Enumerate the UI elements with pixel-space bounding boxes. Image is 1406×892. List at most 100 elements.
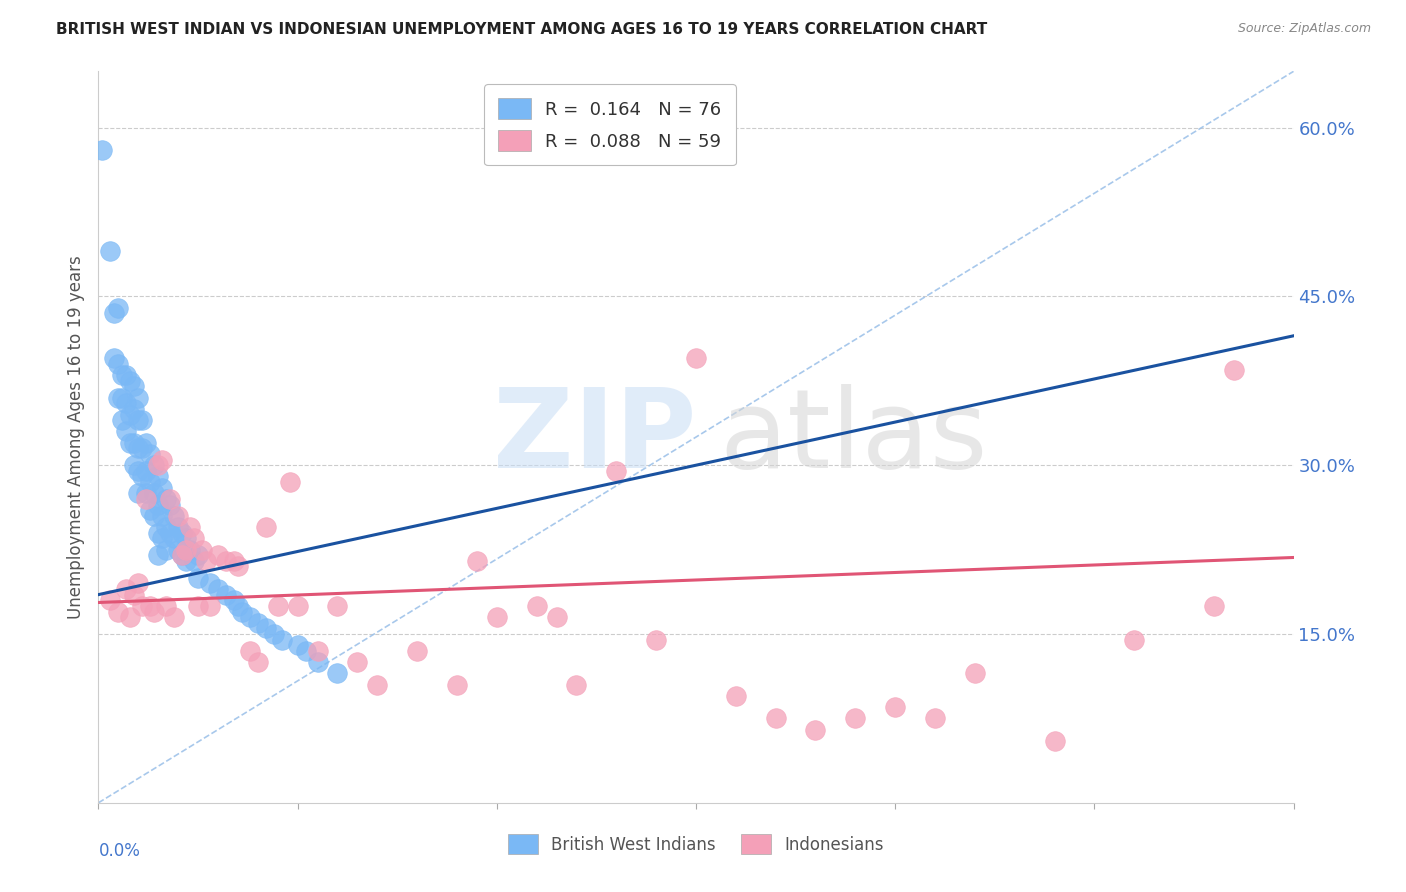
Point [207, 582, 229, 596]
Point [307, 644, 329, 658]
Point [124, 458, 146, 473]
Point [167, 520, 190, 534]
Point [167, 542, 190, 557]
Point [150, 481, 173, 495]
Point [963, 666, 986, 681]
Point [246, 615, 269, 630]
Point [239, 610, 262, 624]
Point [167, 508, 190, 523]
Point [127, 576, 149, 591]
Point [326, 599, 349, 613]
Point [526, 599, 548, 613]
Point [1223, 362, 1246, 376]
Point [195, 554, 218, 568]
Point [155, 599, 177, 613]
Point [135, 491, 157, 506]
Point [172, 548, 194, 562]
Point [179, 520, 201, 534]
Point [226, 559, 249, 574]
Text: 0.0%: 0.0% [98, 842, 141, 860]
Point [139, 599, 162, 613]
Point [226, 599, 249, 613]
Point [135, 435, 157, 450]
Point [267, 599, 290, 613]
Point [215, 554, 238, 568]
Point [127, 442, 149, 456]
Legend: British West Indians, Indonesians: British West Indians, Indonesians [502, 828, 890, 860]
Point [120, 374, 142, 388]
Point [239, 644, 262, 658]
Point [115, 582, 138, 596]
Point [91, 143, 114, 157]
Point [804, 723, 827, 737]
Point [163, 532, 186, 546]
Y-axis label: Unemployment Among Ages 16 to 19 years: Unemployment Among Ages 16 to 19 years [66, 255, 84, 619]
Point [174, 554, 197, 568]
Point [645, 632, 668, 647]
Point [150, 452, 173, 467]
Point [139, 503, 162, 517]
Point [120, 610, 142, 624]
Point [111, 391, 134, 405]
Point [287, 599, 309, 613]
Point [1043, 734, 1066, 748]
Point [172, 548, 194, 562]
Point [446, 678, 468, 692]
Point [546, 610, 568, 624]
Point [103, 351, 125, 366]
Point [685, 351, 707, 366]
Point [287, 638, 309, 652]
Point [115, 368, 138, 383]
Point [724, 689, 747, 703]
Point [143, 605, 166, 619]
Point [307, 655, 329, 669]
Point [207, 548, 229, 562]
Point [155, 491, 177, 506]
Point [131, 413, 153, 427]
Point [107, 301, 129, 315]
Point [187, 599, 209, 613]
Point [884, 700, 907, 714]
Point [107, 605, 129, 619]
Point [127, 464, 149, 478]
Point [131, 469, 153, 483]
Point [143, 486, 166, 500]
Point [163, 610, 186, 624]
Point [120, 408, 142, 422]
Point [131, 599, 153, 613]
Point [1123, 632, 1146, 647]
Point [150, 532, 173, 546]
Point [406, 644, 429, 658]
Point [366, 678, 388, 692]
Point [150, 508, 173, 523]
Point [139, 475, 162, 489]
Point [174, 542, 197, 557]
Text: atlas: atlas [720, 384, 988, 491]
Point [127, 391, 149, 405]
Point [254, 621, 277, 635]
Point [159, 525, 181, 540]
Point [135, 486, 157, 500]
Point [187, 548, 209, 562]
Point [172, 525, 194, 540]
Point [263, 627, 285, 641]
Point [115, 396, 138, 410]
Text: Source: ZipAtlas.com: Source: ZipAtlas.com [1237, 22, 1371, 36]
Point [183, 532, 205, 546]
Point [246, 655, 269, 669]
Point [124, 401, 146, 416]
Point [111, 413, 134, 427]
Point [98, 244, 122, 259]
Point [107, 391, 129, 405]
Point [159, 491, 181, 506]
Point [143, 508, 166, 523]
Point [183, 554, 205, 568]
Point [179, 542, 201, 557]
Point [148, 498, 170, 512]
Point [131, 442, 153, 456]
Point [765, 711, 787, 725]
Point [605, 464, 627, 478]
Point [107, 357, 129, 371]
Point [222, 554, 245, 568]
Point [270, 632, 292, 647]
